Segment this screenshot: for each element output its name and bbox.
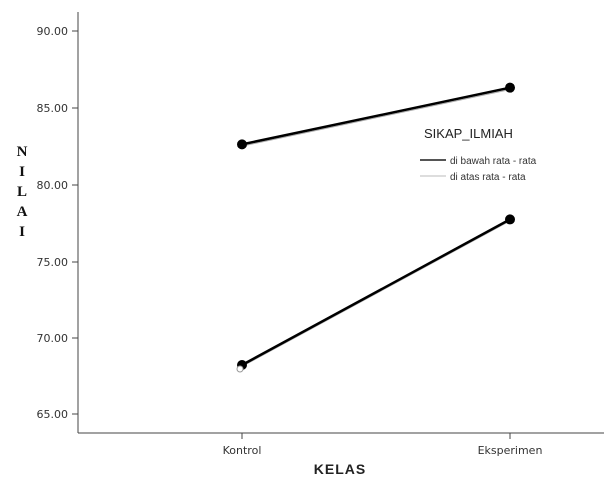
series-1-point-0 [237, 139, 247, 150]
y-tick-label-90: 90.00 [37, 25, 69, 38]
y-tick-label-70: 70.00 [37, 332, 69, 345]
y-axis-title-letter: I [19, 164, 25, 180]
y-tick-label-80: 80.00 [37, 179, 69, 192]
y-tick-label-65: 65.00 [37, 408, 69, 421]
legend: SIKAP_ILMIAH di bawah rata - rata di ata… [420, 126, 537, 183]
series-1-point-1 [505, 82, 515, 93]
x-axis-title: KELAS [314, 461, 366, 477]
series-shadow-line [240, 89, 510, 147]
y-axis-title: N I L A I [17, 144, 28, 240]
series-line-1 [241, 86, 511, 146]
x-ticks: Kontrol Eksperimen [223, 433, 543, 457]
series-line-0 [241, 218, 511, 367]
series-0-point-1 [505, 214, 515, 225]
x-tick-label-eksperimen: Eksperimen [478, 444, 543, 457]
y-axis-title-letter: L [17, 184, 27, 200]
series-layer [236, 82, 515, 373]
legend-label-below-average: di bawah rata - rata [450, 156, 537, 167]
y-axis-title-letter: N [17, 144, 28, 160]
y-tick-label-75: 75.00 [37, 256, 69, 269]
hollow-marker [236, 365, 244, 373]
y-tick-label-85: 85.00 [37, 102, 69, 115]
legend-label-above-average: di atas rata - rata [450, 172, 526, 183]
y-axis-title-letter: A [17, 204, 28, 220]
legend-title: SIKAP_ILMIAH [424, 126, 513, 141]
series-shadow-line [240, 220, 510, 368]
x-tick-label-kontrol: Kontrol [223, 444, 262, 457]
y-ticks: 90.00 85.00 80.00 75.00 70.00 65.00 [37, 25, 78, 421]
y-axis-title-letter: I [19, 224, 25, 240]
